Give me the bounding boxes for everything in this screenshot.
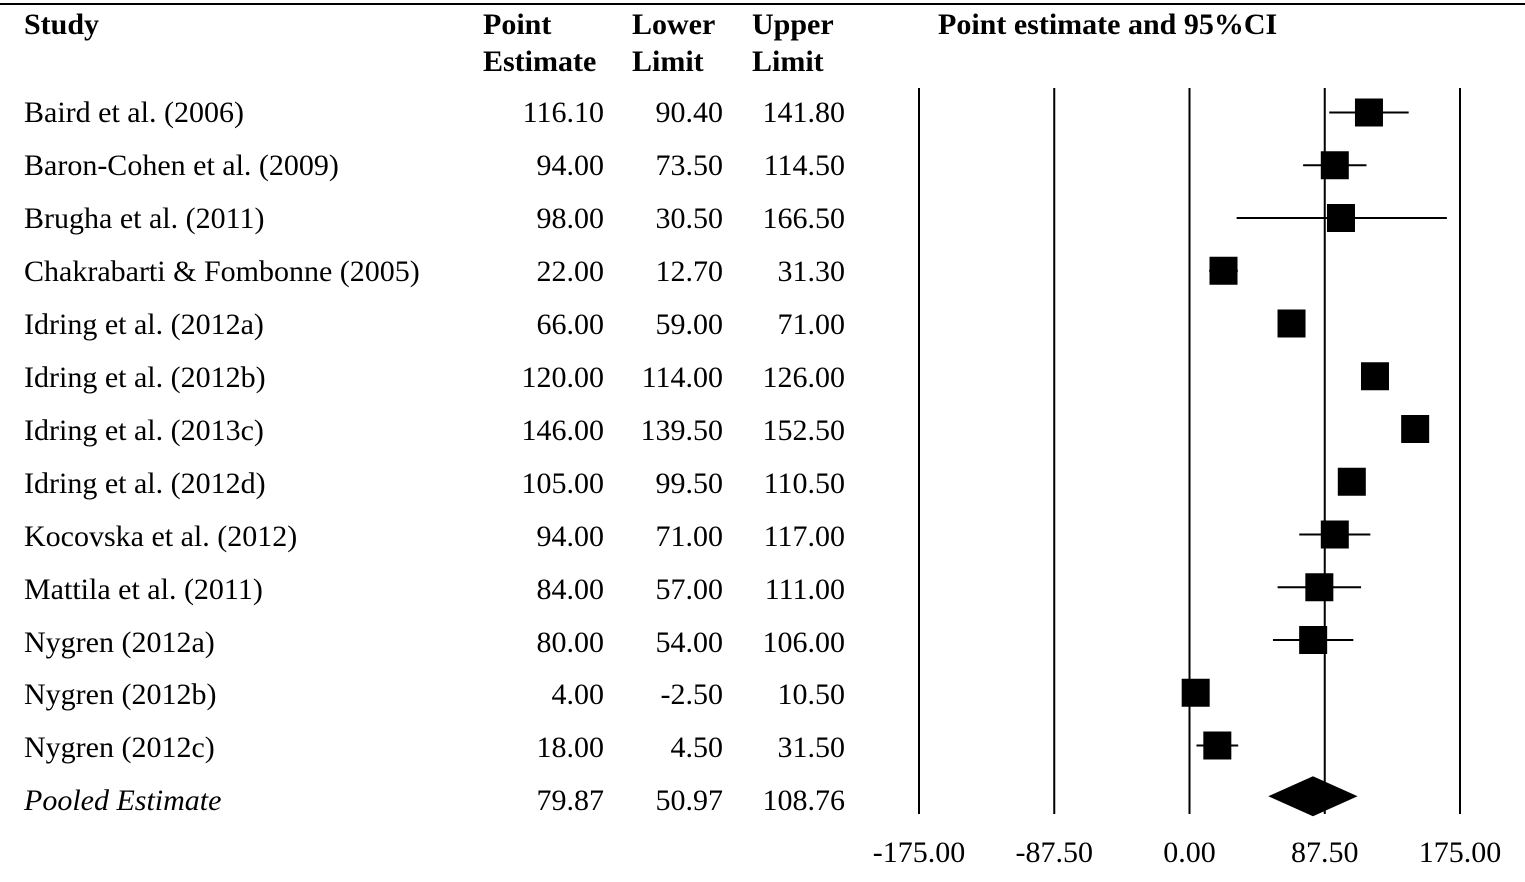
lower-limit-value: 4.50 — [670, 731, 724, 764]
lower-limit-value: 99.50 — [655, 467, 724, 500]
point-estimate-value: 22.00 — [536, 255, 605, 288]
lower-limit-value: -2.50 — [660, 678, 724, 711]
pooled-label: Pooled Estimate — [24, 784, 222, 817]
upper-limit-value: 10.50 — [777, 678, 846, 711]
table-row: Baird et al. (2006) 116.10 90.40 141.80 — [0, 86, 860, 139]
point-estimate-marker — [1203, 731, 1232, 760]
study-name: Baird et al. (2006) — [24, 96, 244, 129]
lower-limit-value: 57.00 — [655, 573, 724, 606]
point-estimate-marker — [1181, 678, 1210, 707]
lower-limit-value: 50.97 — [655, 784, 724, 817]
lower-limit-value: 59.00 — [655, 308, 724, 341]
study-name: Kocovska et al. (2012) — [24, 520, 298, 553]
lower-limit-value: 90.40 — [655, 96, 724, 129]
x-tick-label: -87.50 — [1016, 836, 1094, 869]
point-estimate-value: 94.00 — [536, 149, 605, 182]
point-estimate-marker — [1401, 415, 1430, 443]
table-row: Baron-Cohen et al. (2009) 94.00 73.50 11… — [0, 139, 860, 192]
lower-limit-value: 73.50 — [655, 149, 724, 182]
point-estimate-value: 98.00 — [536, 202, 605, 235]
x-tick-label: 87.50 — [1291, 836, 1359, 869]
table-row: Idring et al. (2012b) 120.00 114.00 126.… — [0, 351, 860, 404]
point-estimate-value: 80.00 — [536, 626, 605, 659]
point-estimate-marker — [1305, 573, 1334, 602]
header-lower-limit: Lower Limit — [632, 8, 716, 78]
point-estimate-marker — [1354, 98, 1383, 127]
x-tick-label: 0.00 — [1163, 836, 1216, 869]
point-estimate-value: 84.00 — [536, 573, 605, 606]
lower-limit-value: 71.00 — [655, 520, 724, 553]
study-name: Nygren (2012b) — [24, 678, 217, 711]
table-row: Idring et al. (2012d) 105.00 99.50 110.5… — [0, 457, 860, 510]
point-estimate-value: 18.00 — [536, 731, 605, 764]
point-estimate-marker — [1360, 362, 1389, 391]
point-estimate-marker — [1277, 309, 1306, 338]
point-estimate-marker — [1299, 626, 1328, 654]
upper-limit-value: 108.76 — [762, 784, 846, 817]
point-estimate-marker — [1320, 520, 1349, 549]
upper-limit-value: 152.50 — [762, 414, 846, 447]
study-name: Chakrabarti & Fombonne (2005) — [24, 255, 420, 288]
x-tick-label: -175.00 — [873, 836, 966, 869]
table-row: Chakrabarti & Fombonne (2005) 22.00 12.7… — [0, 245, 860, 298]
header-study: Study — [24, 8, 100, 41]
study-name: Nygren (2012c) — [24, 731, 215, 764]
upper-limit-value: 106.00 — [762, 626, 846, 659]
study-name: Mattila et al. (2011) — [24, 573, 263, 606]
plot-title: Point estimate and 95%CI — [938, 8, 1278, 41]
point-estimate-marker — [1209, 256, 1238, 285]
point-estimate-value: 116.10 — [522, 96, 604, 129]
upper-limit-value: 114.50 — [763, 149, 845, 182]
study-name: Idring et al. (2012d) — [24, 467, 266, 500]
study-name: Brugha et al. (2011) — [24, 202, 265, 235]
lower-limit-value: 54.00 — [655, 626, 724, 659]
point-estimate-marker — [1337, 467, 1366, 496]
point-estimate-value: 120.00 — [521, 361, 605, 394]
table-row: Mattila et al. (2011) 84.00 57.00 111.00 — [0, 563, 860, 616]
table-row: Nygren (2012c) 18.00 4.50 31.50 — [0, 721, 860, 774]
upper-limit-value: 31.50 — [777, 731, 846, 764]
upper-limit-value: 31.30 — [777, 255, 846, 288]
point-estimate-value: 105.00 — [521, 467, 605, 500]
point-estimate-value: 146.00 — [521, 414, 605, 447]
upper-limit-value: 111.00 — [764, 573, 845, 606]
point-estimate-value: 66.00 — [536, 308, 605, 341]
table-row: Kocovska et al. (2012) 94.00 71.00 117.0… — [0, 510, 860, 563]
upper-limit-value: 166.50 — [762, 202, 846, 235]
table-row: Idring et al. (2012a) 66.00 59.00 71.00 — [0, 298, 860, 351]
upper-limit-value: 110.50 — [763, 467, 845, 500]
lower-limit-value: 30.50 — [655, 202, 724, 235]
upper-limit-value: 141.80 — [762, 96, 846, 129]
lower-limit-value: 12.70 — [655, 255, 724, 288]
study-name: Idring et al. (2013c) — [24, 414, 264, 447]
table-row: Nygren (2012b) 4.00 -2.50 10.50 — [0, 668, 860, 721]
lower-limit-value: 114.00 — [641, 361, 723, 394]
point-estimate-value: 94.00 — [536, 520, 605, 553]
table-row: Brugha et al. (2011) 98.00 30.50 166.50 — [0, 192, 860, 245]
point-estimate-marker — [1320, 151, 1349, 180]
pooled-estimate-diamond — [1268, 776, 1358, 817]
top-rule — [0, 3, 1525, 5]
header-point-estimate: Point Estimate — [483, 8, 597, 78]
upper-limit-value: 117.00 — [763, 520, 845, 553]
study-name: Idring et al. (2012a) — [24, 308, 264, 341]
study-name: Idring et al. (2012b) — [24, 361, 266, 394]
upper-limit-value: 71.00 — [777, 308, 846, 341]
table-row: Nygren (2012a) 80.00 54.00 106.00 — [0, 616, 860, 669]
pooled-row: Pooled Estimate 79.87 50.97 108.76 — [0, 774, 860, 827]
point-estimate-value: 79.87 — [536, 784, 605, 817]
x-tick-label: 175.00 — [1419, 836, 1502, 869]
upper-limit-value: 126.00 — [762, 361, 846, 394]
study-name: Nygren (2012a) — [24, 626, 215, 659]
table-row: Idring et al. (2013c) 146.00 139.50 152.… — [0, 404, 860, 457]
point-estimate-marker — [1326, 204, 1355, 232]
point-estimate-value: 4.00 — [551, 678, 605, 711]
study-name: Baron-Cohen et al. (2009) — [24, 149, 339, 182]
header-upper-limit: Upper Limit — [752, 8, 834, 78]
lower-limit-value: 139.50 — [640, 414, 724, 447]
